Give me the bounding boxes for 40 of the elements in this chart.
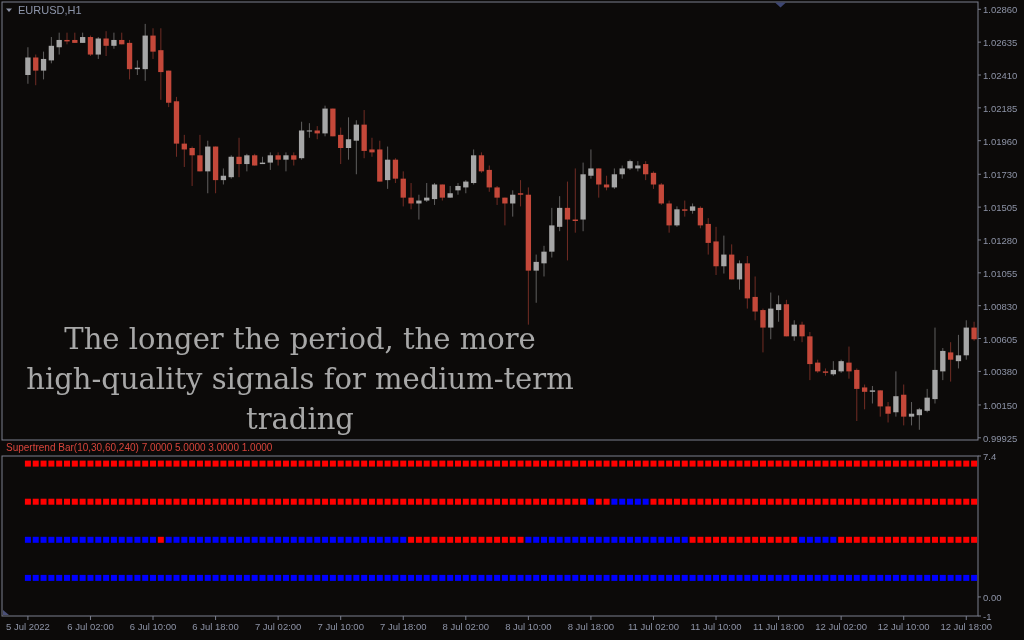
x-tick-label: 12 Jul 10:00	[877, 621, 930, 632]
y-tick-label: 1.01505	[983, 201, 1018, 213]
chart-title: Supertrend Bar(10,30,60,240) 7.0000 5.0000 3.0000 1.0000	[6, 442, 273, 453]
y-tick-label: 1.00380	[983, 365, 1018, 377]
candlestick	[306, 122, 313, 139]
candlestick	[275, 151, 281, 167]
x-tick-label: 6 Jul 02:00	[67, 621, 114, 632]
candlestick	[111, 32, 117, 50]
y-tick-label: 1.01280	[983, 234, 1018, 246]
x-tick-label: 11 Jul 02:00	[627, 621, 680, 632]
y-tick-label: 7.4	[983, 450, 997, 462]
x-tick-label: 7 Jul 18:00	[380, 621, 427, 632]
y-tick-label: 1.00605	[983, 333, 1018, 345]
y-tick-label: 1.02860	[983, 3, 1018, 15]
candlestick	[455, 182, 461, 196]
y-tick-label: 1.02410	[983, 69, 1018, 81]
y-tick-label: -1	[983, 610, 992, 622]
x-tick-label: 8 Jul 18:00	[567, 621, 615, 632]
y-tick-label: 1.00150	[983, 399, 1018, 411]
y-tick-label: 1.01960	[983, 135, 1018, 147]
x-tick-label: 7 Jul 02:00	[254, 621, 302, 632]
y-tick-label: 0.99925	[983, 432, 1018, 444]
annotation: The longer the period, the more high-quality signals for medium-term trading	[26, 322, 574, 436]
x-tick-label: 7 Jul 10:00	[317, 621, 364, 632]
x-tick-label: 12 Jul 18:00	[940, 621, 993, 632]
y-tick-label: 0.00	[983, 591, 1002, 603]
x-tick-label: 8 Jul 02:00	[442, 621, 490, 632]
x-tick-label: 5 Jul 2022	[5, 621, 50, 632]
y-tick-label: 1.02635	[983, 36, 1018, 48]
x-tick-label: 11 Jul 18:00	[753, 621, 805, 632]
x-tick-label: 12 Jul 02:00	[815, 621, 868, 632]
x-tick-label: 11 Jul 10:00	[690, 621, 742, 632]
y-tick-label: 1.01055	[983, 267, 1018, 279]
y-tick-label: 1.02185	[983, 102, 1018, 114]
x-tick-label: 8 Jul 10:00	[505, 621, 552, 632]
y-tick-label: 1.00830	[983, 300, 1018, 312]
y-tick-label: 1.01730	[983, 168, 1018, 180]
chart-title: EURUSD,H1	[18, 4, 82, 16]
x-tick-label: 6 Jul 10:00	[129, 621, 177, 632]
x-tick-label: 6 Jul 18:00	[192, 621, 239, 632]
